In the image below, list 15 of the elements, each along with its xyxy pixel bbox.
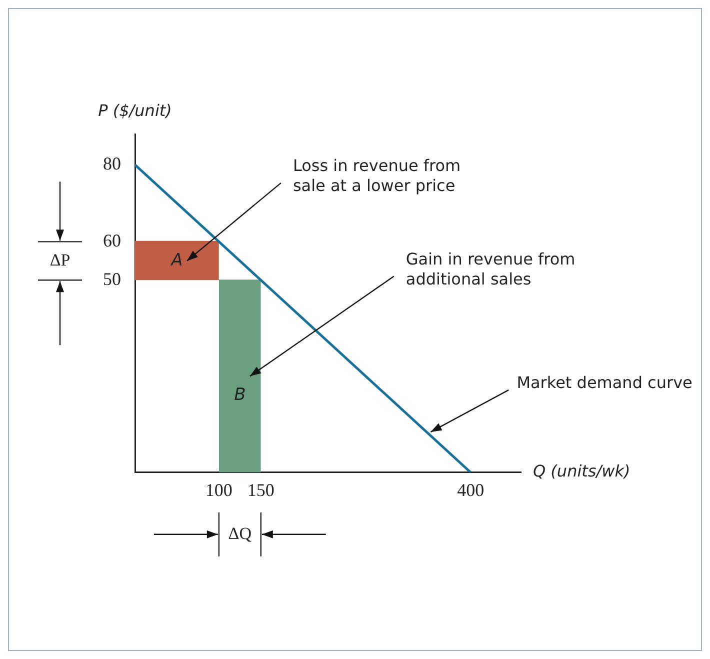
- y-tick-label: 60: [103, 230, 121, 250]
- y-axis-title: P ($/unit): [98, 101, 172, 120]
- annotation: Gain in revenue from additional sales: [406, 249, 576, 288]
- text: ΔP: [50, 250, 70, 270]
- x-tick-label: 150: [247, 480, 274, 500]
- x-tick-label: 100: [205, 480, 232, 500]
- text: ΔQ: [228, 524, 252, 543]
- series-label: A: [170, 250, 183, 270]
- series-label: B: [234, 384, 246, 405]
- y-tick-label: 80: [103, 154, 121, 174]
- x-tick-label: 400: [457, 480, 484, 500]
- y-tick-label: 50: [103, 268, 121, 289]
- annotation: Loss in revenue from sale at a lower price: [292, 156, 461, 196]
- x-axis-title: Q (units/wk): [533, 462, 630, 481]
- text: Market demand curve: [516, 373, 692, 392]
